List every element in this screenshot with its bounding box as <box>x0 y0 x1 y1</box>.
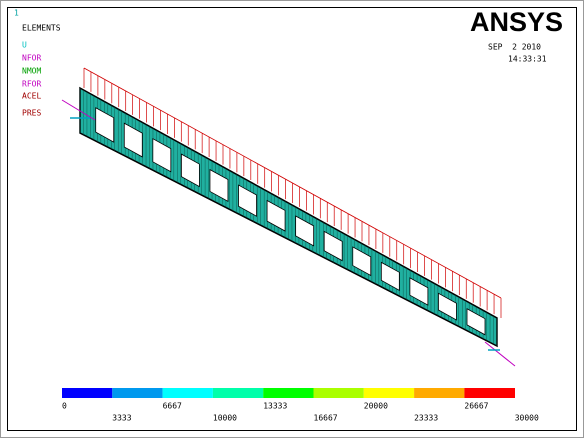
legend-label: 3333 <box>112 414 131 423</box>
symbol-label: NFOR <box>22 54 41 63</box>
legend-swatch <box>162 388 213 398</box>
window-opening <box>95 107 115 143</box>
legend-label: 10000 <box>213 414 237 423</box>
window-opening <box>323 230 343 262</box>
symbol-label: PRES <box>22 109 41 118</box>
window-opening <box>295 215 315 247</box>
legend-swatch <box>263 388 314 398</box>
window-opening <box>409 277 429 306</box>
symbol-label: RFOR <box>22 80 41 89</box>
legend-swatch <box>62 388 113 398</box>
legend-label: 26667 <box>464 402 488 411</box>
support-arrow <box>484 341 516 367</box>
model <box>61 67 516 367</box>
window-opening <box>238 184 257 217</box>
legend-label: 6667 <box>163 402 182 411</box>
plot-label: ELEMENTS <box>22 24 61 33</box>
legend-label: 13333 <box>263 402 287 411</box>
symbol-label: ACEL <box>22 92 41 101</box>
window-opening <box>209 168 229 203</box>
legend-label: 16667 <box>314 414 338 423</box>
legend-label: 23333 <box>414 414 438 423</box>
window-opening <box>466 308 486 336</box>
window-opening <box>352 246 372 277</box>
legend-label: 20000 <box>364 402 388 411</box>
legend-swatch <box>414 388 465 398</box>
legend-swatch <box>464 388 515 398</box>
window-opening <box>266 199 286 232</box>
frame <box>7 7 577 431</box>
logo: ANSYS <box>470 7 563 37</box>
legend-label: 0 <box>62 402 67 411</box>
window-opening <box>123 122 143 158</box>
symbol-label: NMOM <box>22 67 41 76</box>
pressure-line <box>83 67 502 299</box>
symbol-label: U <box>22 41 27 50</box>
time: 14:33:31 <box>508 55 547 64</box>
legend-label: 30000 <box>515 414 539 423</box>
date: SEP 2 2010 <box>488 43 541 52</box>
window-number: 1 <box>14 9 19 18</box>
window-opening <box>438 292 457 321</box>
legend-swatch <box>313 388 364 398</box>
legend-swatch <box>112 388 163 398</box>
window-opening <box>380 261 400 291</box>
legend-swatch <box>363 388 415 398</box>
window-opening <box>180 153 200 188</box>
window-opening <box>152 138 172 173</box>
support-arrow <box>61 99 96 121</box>
contour-legend: 0 3333 6667 10000 13333 16667 20000 23333 26667 3… <box>62 388 539 423</box>
legend-swatch <box>212 388 264 398</box>
